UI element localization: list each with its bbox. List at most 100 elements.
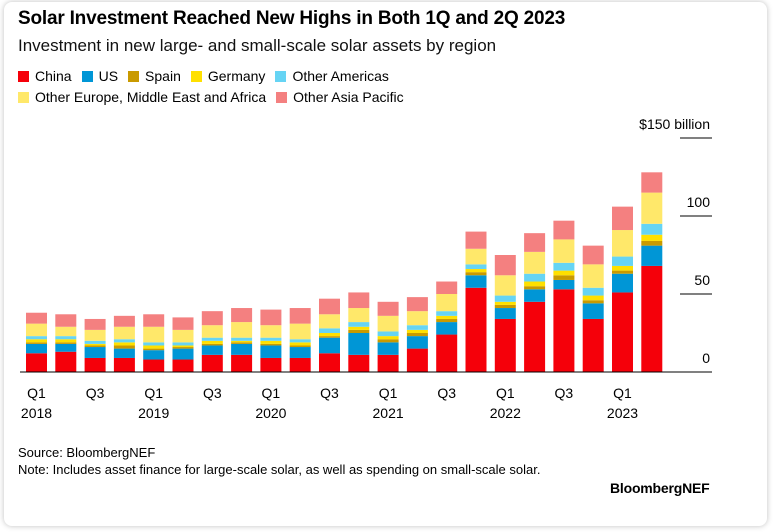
legend: China US Spain Germany Other Americas Other E… [18, 66, 578, 108]
bar-segment [201, 345, 223, 355]
legend-swatch [81, 71, 93, 82]
bar-segment [319, 298, 340, 315]
bar-segment [319, 333, 340, 337]
bar-segment [524, 233, 546, 252]
bar-segment [641, 234, 663, 241]
bar-segment [143, 342, 165, 346]
bar-segment [406, 329, 428, 333]
bar-segment [406, 348, 428, 372]
bar-segment [260, 337, 282, 341]
legend-swatch [190, 71, 202, 82]
bar-segment [582, 300, 604, 304]
bar-segment [348, 322, 370, 327]
bar-segment [612, 256, 633, 266]
bar-segment [201, 354, 223, 372]
bar-segment [84, 345, 106, 348]
bar-segment [319, 336, 340, 338]
y-tick-label: 0 [702, 350, 710, 366]
legend-item: Other Europe, Middle East and Africa [18, 87, 266, 108]
bar-segment [406, 325, 428, 330]
bar-segment [406, 297, 428, 312]
bar-segment [582, 303, 604, 319]
bar-segment [84, 343, 106, 346]
chart-card [4, 2, 767, 526]
bar-segment [55, 351, 77, 372]
x-tick-label: Q1 [27, 385, 46, 401]
bar-segment [641, 172, 663, 193]
bar-segment [377, 342, 399, 355]
legend-item: Other Asia Pacific [276, 87, 404, 108]
x-tick-year-label: 2020 [255, 405, 286, 421]
bar-segment [524, 251, 546, 274]
x-tick-label: Q1 [144, 385, 163, 401]
bar-segment [289, 357, 311, 372]
bar-segment [377, 354, 399, 372]
x-tick-year-label: 2021 [373, 405, 404, 421]
bar-segment [55, 339, 77, 343]
bar-segment [143, 348, 165, 351]
bar-segment [348, 329, 370, 333]
bar-segment [143, 345, 165, 349]
bar-segment [436, 322, 458, 335]
legend-item: Spain [128, 66, 181, 87]
bar-segment [465, 287, 487, 372]
bar-segment [319, 353, 340, 372]
bar-segment [26, 339, 47, 343]
bar-segment [406, 333, 428, 337]
bar-segment [172, 359, 194, 372]
y-tick-label: $150 billion [639, 116, 710, 132]
bar-segment [436, 281, 458, 294]
bar-segment [436, 318, 458, 323]
bar-segment [348, 292, 370, 309]
bar-segment [260, 345, 282, 358]
bar-segment [582, 295, 604, 301]
bar-segment [289, 345, 311, 348]
x-tick-label: Q1 [496, 385, 515, 401]
bar-segment [612, 270, 633, 274]
bar-segment [524, 281, 546, 287]
bar-segment [348, 308, 370, 323]
bar-segment [553, 220, 575, 240]
legend-label: US [98, 68, 119, 84]
bar-segment [377, 315, 399, 332]
chart-plot: $150 billion 100 50 0 Q1 2018 Q3 Q1 2019 Q3 Q1 2020… [20, 116, 712, 421]
bar-segment [113, 357, 135, 372]
bar-segment [494, 295, 516, 302]
x-tick-label: Q3 [86, 385, 105, 401]
bar-segment [377, 336, 399, 340]
bar-segment [465, 275, 487, 288]
bar-segment [172, 329, 194, 343]
bar-segment [494, 255, 516, 276]
x-tick-label: Q3 [320, 385, 339, 401]
bar-segment [612, 230, 633, 257]
x-tick-label: Q3 [437, 385, 456, 401]
bar-segment [26, 343, 47, 354]
bar-segment [524, 289, 546, 302]
x-tick-label: Q1 [379, 385, 398, 401]
bar-segment [289, 339, 311, 343]
bar-segment [26, 323, 47, 337]
bar-segment [319, 328, 340, 333]
bar-segment [84, 318, 106, 330]
bar-segment [84, 340, 106, 344]
legend-swatch [128, 71, 140, 82]
bar-segment [436, 311, 458, 316]
bar-segment [319, 337, 340, 354]
bar-segment [26, 342, 47, 344]
bar-segment [201, 337, 223, 341]
legend-swatch [18, 92, 29, 103]
bar-segment [465, 231, 487, 249]
legend-swatch [275, 71, 287, 82]
bar-segment [494, 308, 516, 319]
bar-segment [143, 326, 165, 343]
bar-segment [26, 353, 47, 372]
bar-segment [524, 286, 546, 290]
bar-segment [641, 223, 663, 235]
bar-segment [524, 273, 546, 282]
bar-segment [113, 315, 135, 327]
bar-segment [494, 275, 516, 296]
x-tick-label: Q1 [262, 385, 281, 401]
bar-segment [113, 342, 135, 346]
legend-item: Other Americas [275, 66, 389, 87]
bar-segment [55, 336, 77, 340]
